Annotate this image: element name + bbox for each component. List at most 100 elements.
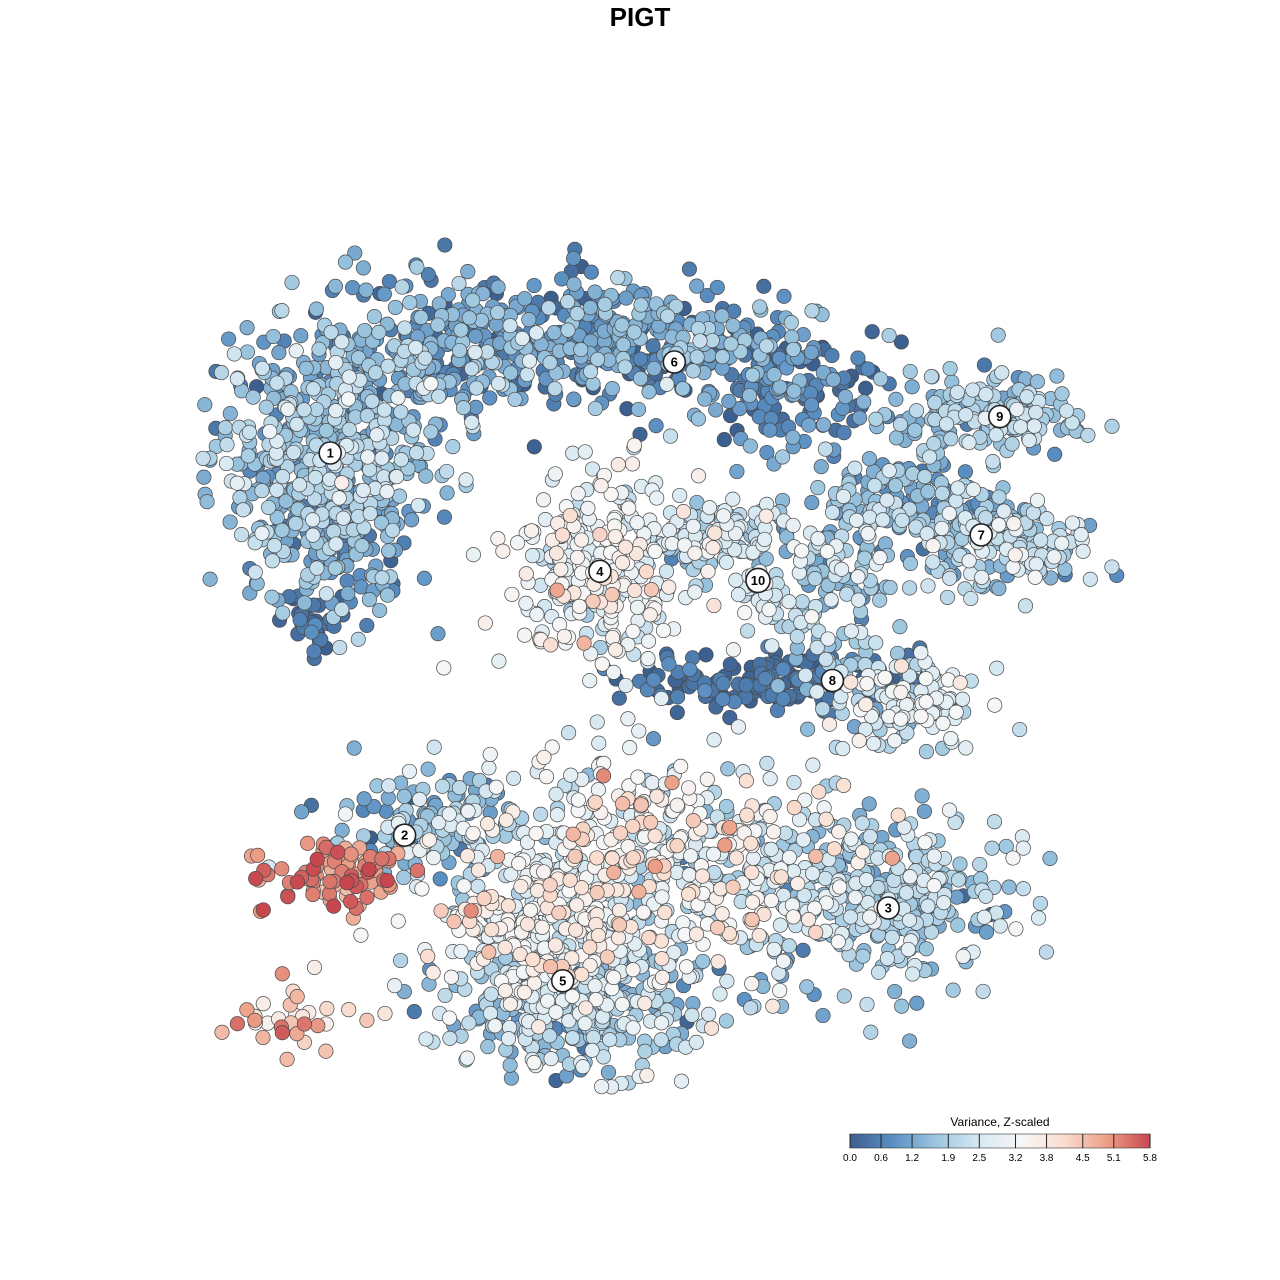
data-point (975, 983, 991, 999)
data-point (681, 780, 697, 796)
data-point (264, 553, 280, 569)
data-point (994, 365, 1010, 381)
data-point (364, 393, 380, 409)
data-point (958, 740, 974, 756)
data-point (914, 788, 930, 804)
data-point (831, 824, 847, 840)
data-point (690, 411, 706, 427)
data-point (701, 500, 718, 516)
data-point (675, 381, 691, 397)
data-point (641, 384, 657, 400)
data-point (810, 531, 826, 547)
data-point (506, 770, 522, 786)
data-point (1104, 418, 1120, 434)
data-point (564, 988, 580, 1004)
data-point (487, 1018, 503, 1034)
data-point (341, 421, 357, 438)
data-point (654, 889, 670, 905)
data-point (254, 525, 270, 541)
data-point (882, 579, 898, 596)
data-point (904, 379, 920, 395)
data-point (706, 597, 722, 614)
data-point (714, 906, 730, 922)
data-point (410, 497, 426, 513)
data-point (1015, 881, 1031, 897)
data-point (843, 909, 859, 925)
data-point (345, 280, 361, 296)
data-point (884, 850, 900, 866)
data-point (255, 902, 271, 918)
data-point (988, 427, 1004, 443)
data-point (464, 414, 480, 430)
data-point (718, 554, 735, 570)
cluster-label-text: 4 (596, 564, 604, 579)
data-point (318, 586, 334, 602)
data-point (795, 942, 811, 958)
data-point (862, 909, 878, 925)
data-point (264, 589, 280, 605)
data-point (764, 638, 780, 654)
data-point (942, 570, 958, 586)
data-point (430, 317, 446, 333)
data-point (393, 952, 409, 969)
cluster-label-text: 6 (671, 355, 678, 370)
data-point (337, 254, 354, 270)
cluster-label-3: 3 (876, 896, 901, 920)
legend-tick-label: 1.9 (941, 1153, 955, 1164)
data-point (722, 710, 738, 726)
data-point (618, 539, 634, 555)
data-point (745, 544, 761, 560)
data-point (901, 912, 918, 928)
data-point (843, 831, 859, 847)
data-point (992, 918, 1008, 934)
data-point (832, 879, 848, 895)
data-point (334, 334, 350, 350)
data-point (305, 381, 321, 397)
data-point (465, 292, 481, 308)
data-point (978, 888, 994, 904)
data-point (543, 637, 559, 653)
data-point (948, 704, 964, 720)
data-point (776, 288, 792, 304)
data-point (850, 592, 866, 608)
data-point (762, 771, 778, 787)
data-point (594, 656, 610, 672)
data-point (926, 878, 942, 894)
data-point (546, 325, 562, 341)
data-point (197, 397, 213, 413)
data-point (226, 346, 242, 362)
data-point (549, 545, 565, 561)
data-point (659, 376, 675, 392)
data-point (540, 993, 556, 1009)
data-point (943, 431, 959, 447)
data-point (859, 996, 875, 1012)
data-point (957, 464, 973, 480)
data-point (512, 946, 528, 962)
cluster-label-badge (550, 968, 575, 993)
data-point (965, 481, 981, 498)
data-point (430, 626, 446, 642)
data-point (521, 353, 538, 369)
data-point (725, 879, 741, 895)
data-point (396, 788, 412, 804)
data-point (516, 984, 532, 1000)
data-point (593, 478, 609, 494)
data-point (570, 792, 586, 808)
data-point (326, 898, 342, 914)
data-point (661, 656, 677, 672)
data-point (565, 250, 582, 266)
data-point (1075, 543, 1091, 559)
data-point (497, 983, 513, 999)
data-point (541, 300, 557, 316)
data-point (961, 553, 977, 569)
data-point (434, 778, 451, 794)
data-point (799, 979, 815, 995)
data-point (707, 525, 723, 541)
data-point (725, 317, 741, 334)
data-point (401, 763, 417, 779)
data-point (289, 416, 305, 432)
data-point (387, 299, 403, 315)
data-point (549, 582, 565, 598)
data-point (610, 270, 626, 286)
data-point (275, 605, 291, 621)
